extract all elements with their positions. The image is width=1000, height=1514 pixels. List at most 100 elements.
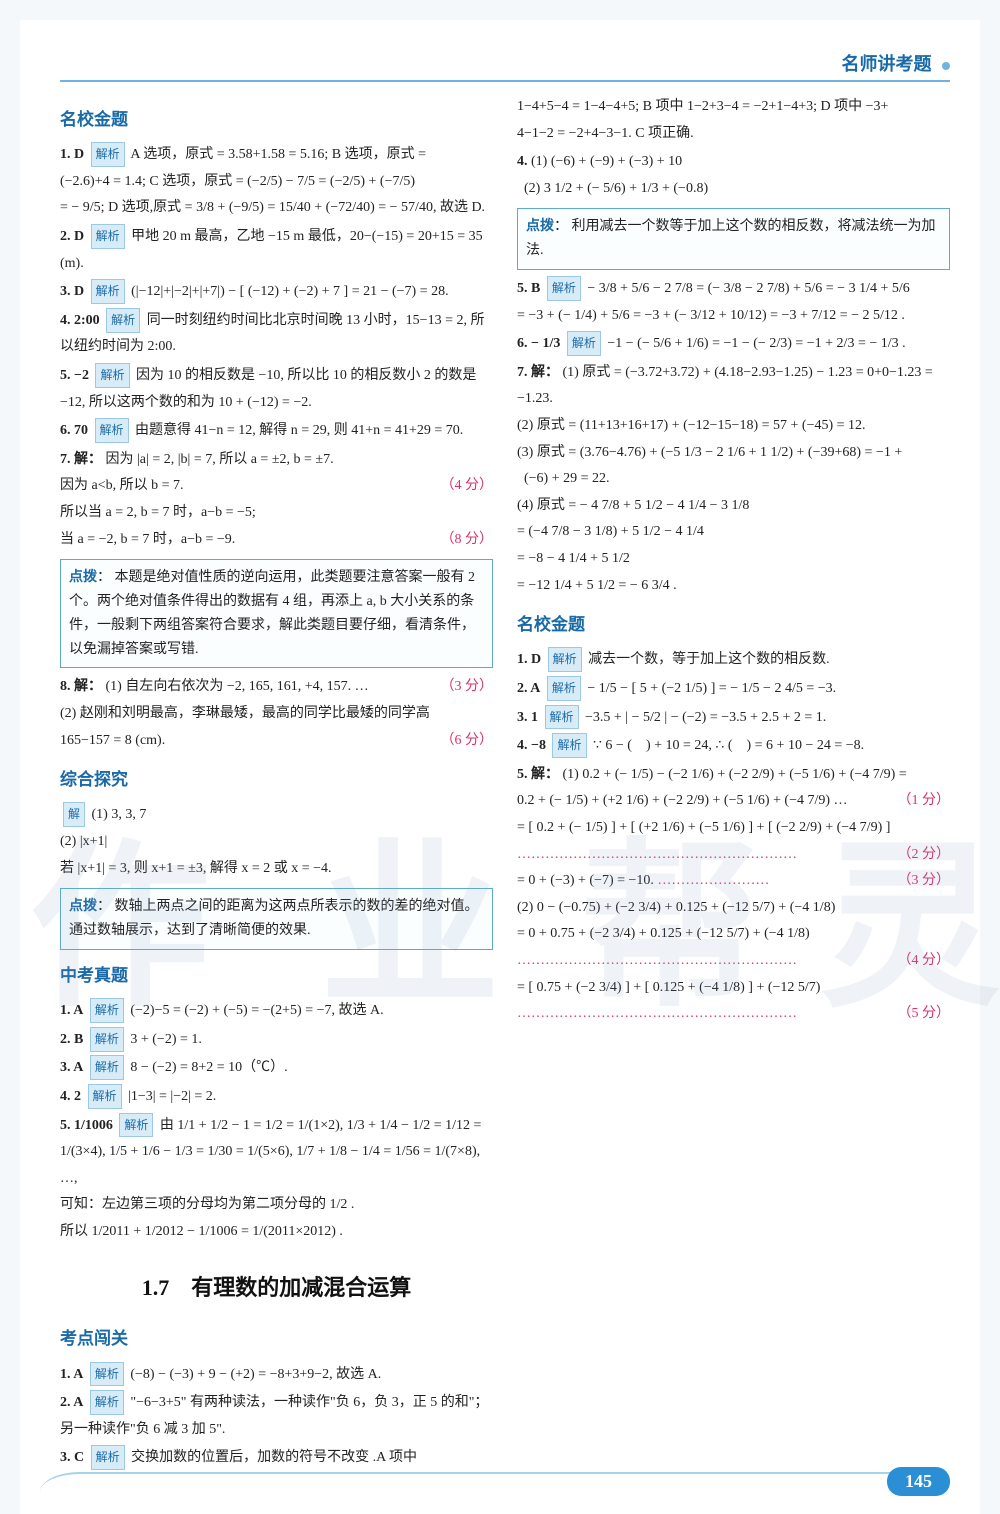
zh-tip: 点拨： 数轴上两点之间的距离为这两点所表示的数的差的绝对值。通过数轴展示，达到了…	[60, 888, 493, 950]
answer-tag: 解	[63, 802, 85, 827]
zk3: 3. A 解析 8 − (−2) = 8+2 = 10（℃）.	[60, 1055, 493, 1082]
analysis-tag: 解析	[545, 705, 579, 730]
rq6-text: −1 − (− 5/6 + 1/6) = −1 − (− 2/3) = −1 +…	[607, 336, 905, 351]
section-kdcg: 考点闯关	[60, 1323, 493, 1355]
rm3-text: −3.5 + | − 5/2 | − (−2) = −3.5 + 2.5 + 2…	[585, 710, 826, 725]
kd3-num: 3. C	[60, 1450, 84, 1465]
q7-l4: 当 a = −2, b = 7 时，a−b = −9.	[60, 532, 235, 547]
content-columns: 名校金题 1. D 解析 A 选项，原式 = 3.58+1.58 = 5.16;…	[60, 94, 950, 1474]
kd3: 3. C 解析 交换加数的位置后，加数的符号不改变 .A 项中	[60, 1445, 493, 1472]
footer-curve	[40, 1472, 940, 1502]
rm4: 4. −8 解析 ∵ 6 − ( ) + 10 = 24, ∴ ( ) = 6 …	[517, 733, 950, 760]
kd1-num: 1. A	[60, 1367, 83, 1382]
q7-text: 因为 |a| = 2, |b| = 7, 所以 a = ±2, b = ±7.	[106, 452, 334, 467]
q2: 2. D 解析 甲地 20 m 最高，乙地 −15 m 最低，20−(−15) …	[60, 224, 493, 277]
zk4-num: 4. 2	[60, 1089, 81, 1104]
rm5-l2: 0.2 + (− 1/5) + (+2 1/6) + (−2 2/9) + (−…	[517, 793, 848, 808]
q8-num: 8. 解：	[60, 679, 102, 694]
rq5-l1: − 3/8 + 5/6 − 2 7/8 = (− 3/8 − 2 7/8) + …	[587, 281, 909, 296]
rm2-text: − 1/5 − [ 5 + (−2 1/5) ] = − 1/5 − 2 4/5…	[587, 681, 836, 696]
rm5-l1: (1) 0.2 + (− 1/5) − (−2 1/6) + (−2 2/9) …	[563, 767, 907, 782]
rq6-num: 6. − 1/3	[517, 336, 560, 351]
q1-l2: (−2.6)+4 = 1.4; C 选项，原式 = (−2/5) − 7/5 =…	[60, 174, 415, 189]
rm2-num: 2. A	[517, 681, 540, 696]
analysis-tag: 解析	[119, 1113, 153, 1138]
r-q7: 7. 解： (1) 原式 = (−3.72+3.72) + (4.18−2.93…	[517, 360, 950, 599]
kd2-num: 2. A	[60, 1395, 83, 1410]
rq7-l4c: = −8 − 4 1/4 + 5 1/2	[517, 551, 630, 566]
kd2-text: "−6−3+5" 有两种读法，一种读作"负 6，负 3，正 5 的和"；另一种读…	[60, 1395, 488, 1437]
rm4-text: ∵ 6 − ( ) + 10 = 24, ∴ ( ) = 6 + 10 − 24…	[593, 738, 864, 753]
header-band: 名师讲考题	[60, 50, 950, 82]
q1-l3: = − 9/5; D 选项,原式 = 3/8 + (−9/5) = 15/40 …	[60, 200, 485, 215]
chapter-title: 1.7 有理数的加减混合运算	[60, 1267, 493, 1309]
analysis-tag: 解析	[91, 1445, 125, 1470]
dots: ……………………………………………………	[517, 1006, 797, 1021]
header-title: 名师讲考题	[842, 54, 932, 74]
rm5-l5: (2) 0 − (−0.75) + (−2 3/4) + 0.125 + (−1…	[517, 900, 835, 915]
rq7-l1: (1) 原式 = (−3.72+3.72) + (4.18−2.93−1.25)…	[517, 365, 933, 407]
r-top-l2: 4−1−2 = −2+4−3−1. C 项正确.	[517, 126, 694, 141]
rq7-l4b: = (−4 7/8 − 3 1/8) + 5 1/2 − 4 1/4	[517, 524, 704, 539]
zh-tip-text: 数轴上两点之间的距离为这两点所表示的数的差的绝对值。通过数轴展示，达到了清晰简便…	[69, 899, 479, 938]
q7-l2: 因为 a<b, 所以 b = 7.	[60, 478, 184, 493]
r-q5: 5. B 解析 − 3/8 + 5/6 − 2 7/8 = (− 3/8 − 2…	[517, 276, 950, 329]
zk2-num: 2. B	[60, 1032, 83, 1047]
q1-num: 1. D	[60, 147, 84, 162]
analysis-tag: 解析	[548, 647, 582, 672]
rm5-l4: = 0 + (−3) + (−7) = −10.	[517, 873, 654, 888]
rm5-s4: （3 分）	[898, 868, 951, 895]
dots: ……………………………………………………	[517, 953, 797, 968]
zh-l3: 若 |x+1| = 3, 则 x+1 = ±3, 解得 x = 2 或 x = …	[60, 861, 332, 876]
q7-l3: 所以当 a = 2, b = 7 时，a−b = −5;	[60, 505, 256, 520]
tip-label: 点拨	[69, 570, 97, 585]
analysis-tag: 解析	[90, 1390, 124, 1415]
analysis-tag: 解析	[91, 279, 125, 304]
zh-l2: (2) |x+1|	[60, 834, 107, 849]
section-zhtj: 综合探究	[60, 764, 493, 796]
zk2-text: 3 + (−2) = 1.	[130, 1032, 202, 1047]
zk4: 4. 2 解析 |1−3| = |−2| = 2.	[60, 1084, 493, 1111]
analysis-tag: 解析	[95, 363, 129, 388]
zk2: 2. B 解析 3 + (−2) = 1.	[60, 1027, 493, 1054]
rq4-tip-text: 利用减去一个数等于加上这个数的相反数，将减法统一为加法.	[526, 219, 936, 258]
zk5-l2: 1/(3×4), 1/5 + 1/6 − 1/3 = 1/30 = 1/(5×6…	[60, 1144, 480, 1186]
rq4-tip: 点拨： 利用减去一个数等于加上这个数的相反数，将减法统一为加法.	[517, 208, 950, 270]
section-mxjt: 名校金题	[60, 104, 493, 136]
rq4-l2: (2) 3 1/2 + (− 5/6) + 1/3 + (−0.8)	[524, 181, 708, 196]
analysis-tag: 解析	[95, 418, 129, 443]
rm3-num: 3. 1	[517, 710, 538, 725]
zh: 解 (1) 3, 3, 7 (2) |x+1| 若 |x+1| = 3, 则 x…	[60, 802, 493, 949]
q5-num: 5. −2	[60, 368, 89, 383]
rq4-num: 4.	[517, 154, 528, 169]
r-q6: 6. − 1/3 解析 −1 − (− 5/6 + 1/6) = −1 − (−…	[517, 331, 950, 358]
rm2: 2. A 解析 − 1/5 − [ 5 + (−2 1/5) ] = − 1/5…	[517, 676, 950, 703]
zk4-text: |1−3| = |−2| = 2.	[128, 1089, 216, 1104]
zk5-num: 5. 1/1006	[60, 1118, 113, 1133]
analysis-tag: 解析	[91, 224, 125, 249]
dots: ……………………………………………………	[517, 847, 797, 862]
section-zkzt: 中考真题	[60, 960, 493, 992]
analysis-tag: 解析	[552, 733, 586, 758]
rm5-s6: （4 分）	[898, 948, 951, 975]
q7-tip: 点拨： 本题是绝对值性质的逆向运用，此类题要注意答案一般有 2 个。两个绝对值条…	[60, 559, 493, 668]
rq7-l4d: = −12 1/4 + 5 1/2 = − 6 3/4 .	[517, 578, 677, 593]
analysis-tag: 解析	[547, 676, 581, 701]
q8-l2: (2) 赵刚和刘明最高，李琳最矮，最高的同学比最矮的同学高	[60, 706, 430, 721]
rm5-s7: （5 分）	[898, 1001, 951, 1028]
rm5-l7: = [ 0.75 + (−2 3/4) ] + [ 0.125 + (−4 1/…	[517, 980, 820, 995]
q6-text: 由题意得 41−n = 12, 解得 n = 29, 则 41+n = 41+2…	[135, 423, 463, 438]
rq7-l3b: (−6) + 29 = 22.	[524, 471, 610, 486]
q6: 6. 70 解析 由题意得 41−n = 12, 解得 n = 29, 则 41…	[60, 418, 493, 445]
kd1-text: (−8) − (−3) + 9 − (+2) = −8+3+9−2, 故选 A.	[130, 1367, 381, 1382]
rq5-num: 5. B	[517, 281, 540, 296]
kd1: 1. A 解析 (−8) − (−3) + 9 − (+2) = −8+3+9−…	[60, 1362, 493, 1389]
rm5-s2: （1 分）	[898, 788, 951, 815]
analysis-tag: 解析	[90, 1362, 124, 1387]
zk1-num: 1. A	[60, 1003, 83, 1018]
analysis-tag: 解析	[106, 308, 140, 333]
kd2: 2. A 解析 "−6−3+5" 有两种读法，一种读作"负 6，负 3，正 5 …	[60, 1390, 493, 1443]
rm1: 1. D 解析 减去一个数，等于加上这个数的相反数.	[517, 647, 950, 674]
rq7-l2: (2) 原式 = (11+13+16+17) + (−12−15−18) = 5…	[517, 418, 866, 433]
rm3: 3. 1 解析 −3.5 + | − 5/2 | − (−2) = −3.5 +…	[517, 705, 950, 732]
